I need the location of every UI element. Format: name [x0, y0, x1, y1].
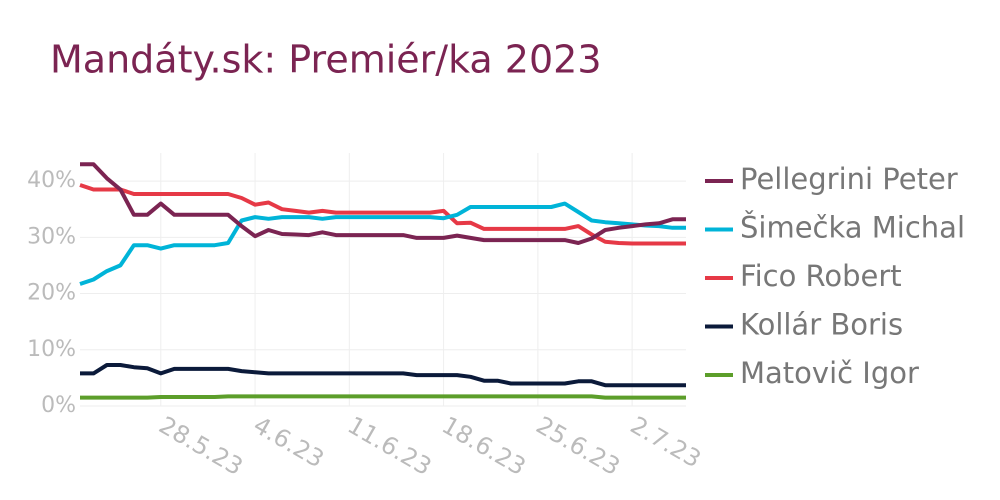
legend-item: Matovič Igor — [705, 356, 919, 390]
x-tick-label: 18.6.23 — [437, 411, 530, 481]
y-tick-label: 20% — [27, 281, 76, 306]
legend-label: Fico Robert — [740, 259, 902, 293]
x-tick-label: 28.5.23 — [154, 411, 247, 481]
x-tick-label: 2.7.23 — [626, 411, 706, 473]
x-tick-label: 4.6.23 — [249, 411, 329, 473]
legend-item: Šimečka Michal — [705, 211, 965, 245]
series-line — [79, 183, 686, 246]
y-tick-label: 40% — [27, 168, 76, 193]
y-tick-label: 30% — [27, 224, 76, 249]
series-line — [80, 394, 686, 400]
legend-label: Matovič Igor — [740, 356, 919, 390]
legend-label: Kollár Boris — [740, 308, 903, 342]
legend-item: Kollár Boris — [705, 308, 903, 342]
series-line — [79, 201, 686, 286]
legend-label: Šimečka Michal — [740, 211, 965, 245]
chart-title: Mandáty.sk: Premiér/ka 2023 — [50, 38, 602, 82]
legend-item: Fico Robert — [705, 259, 902, 293]
legend-label: Pellegrini Peter — [740, 162, 958, 196]
series-line — [80, 363, 686, 388]
x-tick-label: 11.6.23 — [343, 411, 436, 481]
series-line — [80, 162, 686, 245]
y-tick-label: 0% — [41, 393, 76, 418]
legend-item: Pellegrini Peter — [705, 162, 958, 196]
x-tick-label: 25.6.23 — [531, 411, 624, 481]
y-tick-label: 10% — [27, 337, 76, 362]
